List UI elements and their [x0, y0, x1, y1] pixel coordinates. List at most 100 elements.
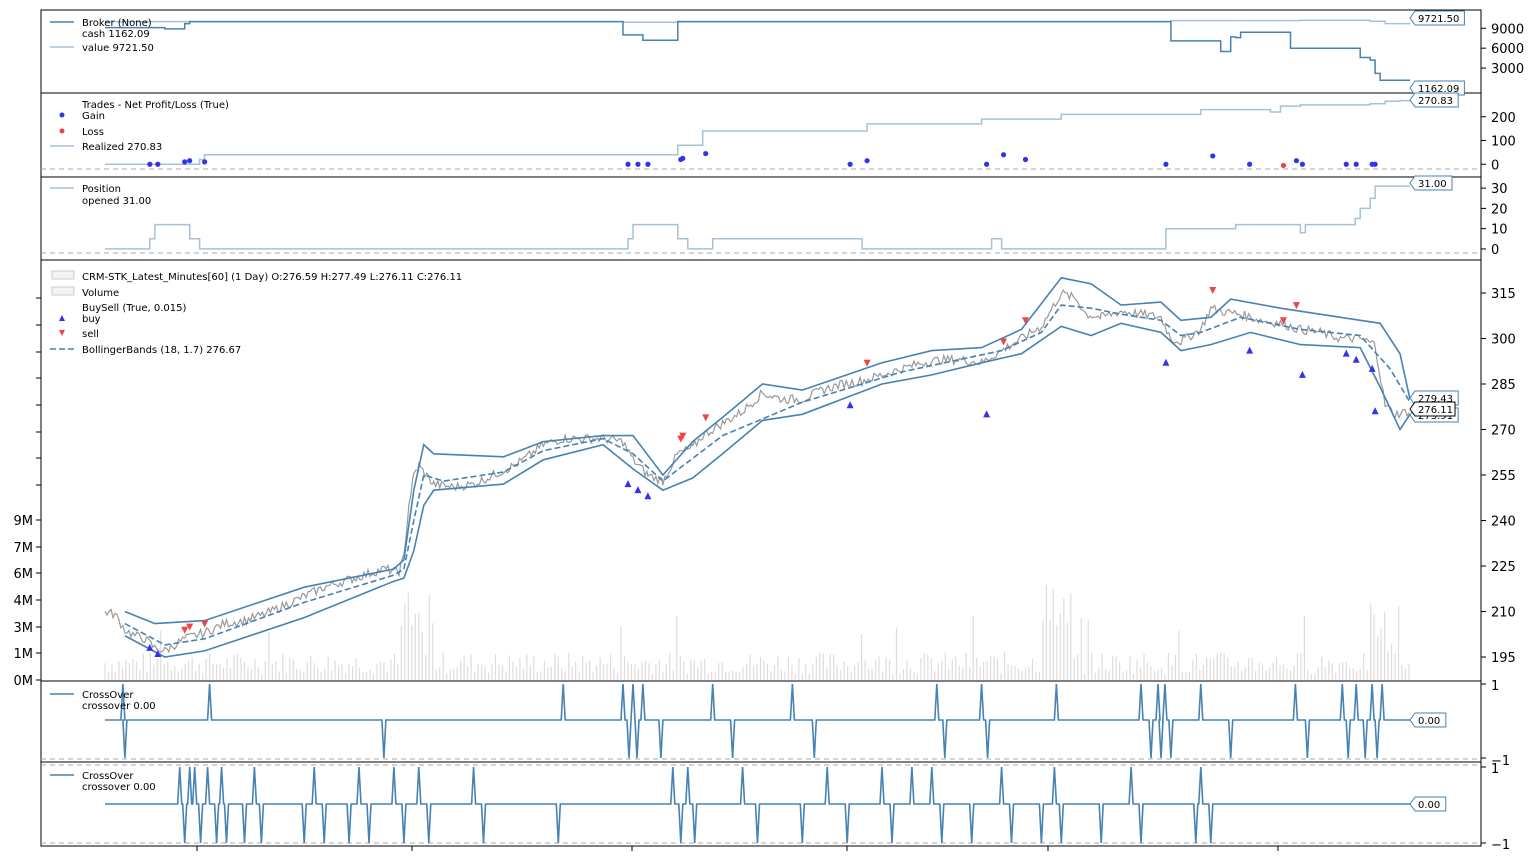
volume-y-tick-label: 1M [14, 647, 34, 662]
x-axis-ticks [196, 846, 1279, 851]
sell-marker [186, 623, 194, 631]
trades-y-tick-label: 0 [1491, 158, 1499, 173]
realized-last-tag-text: 270.83 [1418, 96, 1453, 107]
cash-line [105, 20, 1410, 82]
price-y-tick-label: 285 [1491, 378, 1516, 393]
gain-point [1293, 158, 1300, 164]
price-legend-swatch [59, 315, 65, 321]
trades-legend-label: Gain [82, 111, 105, 122]
sell-marker [1292, 302, 1300, 310]
buy-marker [983, 410, 991, 418]
buy-marker [1368, 364, 1376, 372]
volume-y-tick-label: 4M [14, 594, 34, 609]
price-legend-label: BuySell (True, 0.015) [82, 303, 186, 314]
price-legend-label: buy [82, 314, 101, 325]
value-last-tag-box [1409, 10, 1465, 26]
buy-marker [846, 401, 854, 409]
price-y-tick-label: 300 [1491, 333, 1516, 348]
broker-y-tick-label: 3000 [1491, 62, 1524, 77]
crossover-last-tag-5: 0.00 [1409, 796, 1447, 812]
gain-point [1343, 161, 1349, 167]
volume-y-tick-label: 0M [14, 674, 34, 689]
position-legend-label: Position [82, 184, 121, 195]
bb-mid [124, 304, 1411, 646]
buy-marker [1371, 407, 1379, 415]
gain-point [1372, 161, 1378, 167]
buy-marker [1342, 349, 1350, 357]
realized-last-tag-box [1409, 92, 1459, 108]
crossover-last-tag-5-box [1409, 796, 1447, 812]
price-legend-swatch [51, 270, 75, 280]
sell-marker [1021, 317, 1029, 325]
crossover-last-tag-4-text: 0.00 [1418, 716, 1440, 727]
position-y-tick-label: 10 [1491, 223, 1508, 238]
crossover-y-tick-label: −1 [1491, 754, 1510, 769]
gain-point [1000, 152, 1007, 158]
bb-lower [124, 322, 1411, 658]
value-last-tag: 9721.50 [1409, 10, 1465, 26]
panel-crossover2-frame [40, 761, 1482, 847]
crossover-line-4 [105, 683, 1410, 759]
trades-legend-label: Trades - Net Profit/Loss (True) [81, 100, 229, 111]
buy-marker [624, 480, 632, 488]
crossover-legend-4-label: crossover 0.00 [82, 701, 156, 712]
sell-marker [201, 620, 209, 628]
position-last-tag-box [1409, 175, 1453, 191]
crossover-last-tag-4-box [1409, 712, 1447, 728]
gain-point [182, 159, 188, 165]
price-line [104, 288, 1410, 654]
realized-line [105, 99, 1411, 166]
realized-last-tag: 270.83 [1409, 92, 1459, 108]
price-legend-label: BollingerBands (18, 1.7) 276.67 [82, 345, 241, 356]
broker-legend-label: value 9721.50 [82, 43, 154, 54]
trades-y-tick-label: 100 [1491, 135, 1516, 150]
price-y-tick-label: 315 [1491, 287, 1516, 302]
gain-point [680, 155, 686, 161]
gain-point [155, 161, 161, 167]
crossover-y-tick-label: 1 [1491, 679, 1499, 694]
sell-marker [1000, 338, 1008, 346]
buy-marker [1246, 346, 1254, 354]
buy-marker [1162, 358, 1170, 366]
price-y-tick-label: 210 [1491, 606, 1516, 621]
sell-marker [181, 626, 189, 634]
axis-layer: 3000 6000 9000 0 100 200 0 10 20 30 195 210 225 240 25… [14, 22, 1525, 853]
position-last-tag-text: 31.00 [1418, 179, 1447, 190]
crossover-line-5 [105, 766, 1410, 844]
position-legend-label: opened 31.00 [82, 196, 151, 207]
gain-point [645, 161, 651, 167]
crossover-last-tag-4: 0.00 [1409, 712, 1447, 728]
position-last-tag: 31.00 [1409, 175, 1453, 191]
volume-y-tick-label: 9M [14, 514, 34, 529]
position-y-tick-label: 30 [1491, 182, 1508, 197]
gain-point [984, 161, 990, 167]
buy-marker [146, 643, 154, 651]
gain-point [1163, 161, 1169, 167]
panel-trades-frame [40, 92, 1482, 178]
buy-marker [634, 486, 642, 494]
sell-marker [863, 359, 871, 367]
value-last-tag-text: 9721.50 [1418, 14, 1459, 25]
buy-marker [154, 649, 162, 657]
crossover-y-tick-label: 1 [1491, 762, 1499, 777]
panel-price-frame [40, 259, 1482, 682]
crossover-last-tag-5-text: 0.00 [1418, 800, 1440, 811]
price-legend-label: sell [82, 329, 99, 340]
panel-crossover1-frame [40, 680, 1482, 763]
trades-legend-label: Loss [82, 127, 104, 138]
gain-point [147, 161, 153, 167]
sell-marker [1209, 286, 1217, 294]
broker-legend-label: Broker (None) [82, 18, 152, 29]
gain-point [202, 159, 208, 165]
close-last-tag: 276.11 [1409, 401, 1456, 417]
price-y-tick-label: 225 [1491, 560, 1516, 575]
price-y-tick-label: 240 [1491, 515, 1516, 530]
broker-y-tick-label: 6000 [1491, 42, 1524, 57]
legend-layer: Broker (None)cash 1162.09 value 9721.50 Tr… [50, 18, 462, 793]
price-legend-swatch [51, 286, 75, 296]
position-line [105, 185, 1410, 250]
gain-point [703, 150, 709, 157]
crossover-legend-5-label: CrossOver [82, 771, 134, 782]
sell-marker [679, 432, 687, 440]
